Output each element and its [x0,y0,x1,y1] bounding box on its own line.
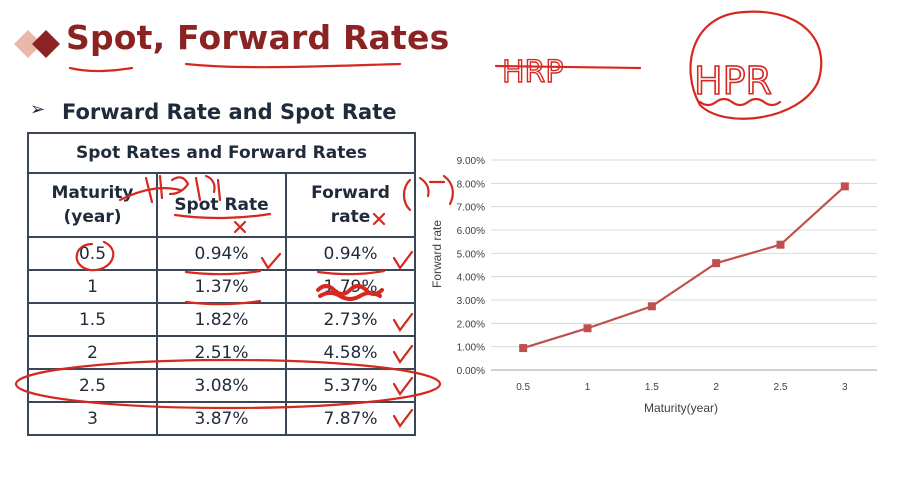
forward-rate-cell: 0.94% [284,236,417,271]
maturity-cell: 0.5 [27,236,158,271]
y-tick-label: 0.00% [457,366,485,377]
data-point [776,240,785,249]
x-axis-title: Maturity(year) [644,401,718,415]
y-tick-label: 6.00% [457,226,485,237]
strike-through-mark [494,64,642,70]
table-row: 1.5 1.82% 2.73% [27,302,417,337]
forward-rate-cell: 2.73% [284,302,417,337]
y-tick-label: 5.00% [457,249,485,260]
x-tick-label: 2.5 [774,382,788,393]
chart-gridlines [491,159,877,371]
y-tick-label: 2.00% [457,319,485,330]
x-tick-label: 0.5 [516,382,530,393]
title-underline-mark [68,66,134,73]
y-tick-label: 9.00% [457,156,485,167]
series-line [522,185,846,350]
maturity-cell: 1.5 [27,302,158,337]
maturity-cell: 1 [27,269,158,304]
y-tick-label: 3.00% [457,296,485,307]
slide-logo-diamonds [14,30,60,58]
x-tick-label: 3 [842,382,848,393]
spot-rate-cell: 3.08% [156,368,287,403]
y-axis-title: Forward rate [430,220,444,288]
y-axis-ticks: 0.00% 1.00% 2.00% 3.00% 4.00% 5.00% 6.00% 7.00%… [457,156,485,377]
y-tick-label: 7.00% [457,203,485,214]
data-point [583,324,592,333]
table-body: 0.5 0.94% 0.94% 1 1.37% 1.79% 1.5 1.82% 2.73% 2 2.… [27,236,417,436]
rates-table: Spot Rates and Forward Rates Maturity (ye… [26,132,417,436]
table-row: 3 3.87% 7.87% [27,401,417,436]
maturity-cell: 2.5 [27,368,158,403]
forward-rate-cell: 5.37% [284,368,417,403]
spot-rate-cell: 1.82% [156,302,287,337]
table-header-row: Maturity (year) Spot Rate Forward rate [27,172,417,238]
table-row: 2.5 3.08% 5.37% [27,368,417,403]
table-row: 2 2.51% 4.58% [27,335,417,370]
spot-rate-cell: 0.94% [156,236,287,271]
x-axis-ticks: 0.5 1 1.5 2 2.5 3 [516,382,848,393]
title-underline-mark [184,62,402,69]
light-diamond-icon [14,30,42,58]
forward-rate-cell: 7.87% [284,401,417,436]
data-point [840,182,849,191]
forward-rate-cell: 1.79% [284,269,417,304]
spot-rate-cell: 3.87% [156,401,287,436]
x-tick-label: 1 [585,382,591,393]
slide-title: Spot, Forward Rates [66,18,450,57]
spot-rate-cell: 1.37% [156,269,287,304]
table-row: 0.5 0.94% 0.94% [27,236,417,271]
dark-diamond-icon [32,30,60,58]
forward-rate-chart: 0.00% 1.00% 2.00% 3.00% 4.00% 5.00% 6.00% 7.00%… [430,156,877,415]
maturity-cell: 3 [27,401,158,436]
section-subtitle: Forward Rate and Spot Rate [62,100,397,124]
maturity-header: Maturity (year) [27,172,158,238]
arrow-bullet-icon: ➢ [30,99,46,119]
forward-rate-header: Forward rate [284,172,417,238]
spot-rate-header: Spot Rate [156,172,287,238]
y-tick-label: 8.00% [457,179,485,190]
x-tick-label: 1.5 [645,382,659,393]
x-tick-label: 2 [713,382,719,393]
forward-rate-series [519,182,849,353]
data-point [519,344,528,353]
circle-mark [689,10,823,120]
table-row: 1 1.37% 1.79% [27,269,417,304]
spot-rate-cell: 2.51% [156,335,287,370]
handwritten-hpr: HPR [694,59,772,103]
handwritten-hrp: HRP [502,55,564,90]
table-caption: Spot Rates and Forward Rates [26,132,417,174]
y-tick-label: 1.00% [457,343,485,354]
forward-rate-cell: 4.58% [284,335,417,370]
y-tick-label: 4.00% [457,273,485,284]
data-point [712,259,721,268]
maturity-cell: 2 [27,335,158,370]
wavy-underline-mark [698,97,782,107]
data-point [647,302,656,311]
